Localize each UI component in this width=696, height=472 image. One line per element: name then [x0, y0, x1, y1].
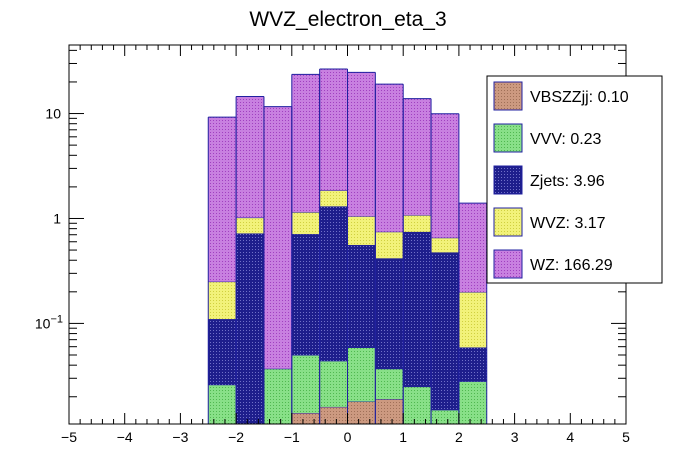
bar-vvv-5: [347, 347, 376, 402]
bar-vbszzjj-6: [375, 399, 404, 424]
legend-swatch-vbszzjj: [493, 81, 523, 111]
x-tick-label: −5: [61, 429, 77, 445]
legend-swatch-wz: [493, 249, 523, 279]
bar-wz-2: [263, 106, 292, 369]
bar-wz-5: [347, 72, 376, 217]
bars-layer: [207, 68, 488, 424]
bar-wz-8: [431, 113, 459, 238]
legend-label-wvz: WVZ: 3.17: [530, 215, 606, 232]
bar-wvz-6: [375, 231, 404, 259]
bar-wvz-0: [208, 281, 237, 320]
axes-layer: −5 −4 −3 −2 −1 0 1 2 3 4 5 10−1 1 10: [35, 45, 630, 445]
bar-vvv-2: [263, 368, 292, 424]
bar-wz-3: [291, 74, 320, 213]
y-tick-label: 1: [53, 210, 61, 226]
x-tick-label: −2: [228, 429, 244, 445]
bar-wvz-5: [347, 216, 376, 245]
legend-label-vbszzjj: VBSZZjj: 0.10: [530, 89, 629, 106]
bar-wz-4: [319, 69, 348, 191]
chart-title: WVZ_electron_eta_3: [249, 8, 446, 31]
bar-vvv-8: [431, 409, 459, 424]
bar-vbszzjj-5: [347, 401, 376, 424]
x-tick-label: 0: [344, 429, 352, 445]
x-tick-label: 2: [455, 429, 463, 445]
bar-zjets-1: [236, 233, 264, 424]
bar-vvv-4: [319, 360, 348, 407]
legend-label-zjets: Zjets: 3.96: [530, 173, 605, 190]
bar-zjets-0: [208, 319, 237, 385]
bar-wvz-4: [319, 190, 348, 207]
bar-vvv-6: [375, 368, 404, 400]
legend-swatch-wvz: [493, 207, 523, 237]
x-tick-label: 4: [566, 429, 574, 445]
bar-wvz-7: [403, 215, 432, 232]
y-tick-label: 10: [45, 106, 61, 122]
x-tick-label: −1: [284, 429, 300, 445]
bar-wz-6: [375, 84, 404, 232]
bar-vvv-7: [403, 386, 432, 424]
legend-label-wz: WZ: 166.29: [530, 257, 613, 274]
legend-swatch-zjets: [493, 165, 523, 195]
legend: VBSZZjj: 0.10 VVV: 0.23 Zjets: 3.96 WVZ: 3.…: [486, 75, 663, 284]
x-tick-label: 1: [399, 429, 407, 445]
bar-vvv-9: [458, 381, 487, 424]
bar-vbszzjj-3: [291, 413, 320, 424]
y-tick-label: 10−1: [35, 313, 63, 331]
bar-zjets-4: [319, 206, 348, 361]
bar-wz-1: [236, 96, 264, 218]
bar-wvz-3: [291, 212, 320, 235]
legend-label-vvv: VVV: 0.23: [530, 131, 602, 148]
bar-wvz-9: [458, 292, 487, 348]
bar-zjets-9: [458, 347, 487, 382]
x-tick-label: 3: [511, 429, 519, 445]
bar-vbszzjj-4: [319, 406, 348, 424]
bar-wz-7: [403, 98, 432, 216]
bar-wz-0: [208, 117, 237, 282]
legend-swatch-vvv: [493, 123, 523, 153]
bar-wvz-8: [431, 237, 459, 253]
x-tick-label: −4: [117, 429, 133, 445]
bar-wvz-1: [236, 217, 264, 234]
bar-zjets-8: [431, 252, 459, 410]
bar-zjets-3: [291, 234, 320, 355]
bar-zjets-7: [403, 231, 432, 387]
bar-wz-9: [458, 203, 487, 293]
x-tick-label: 5: [622, 429, 630, 445]
bar-zjets-6: [375, 258, 404, 369]
bar-zjets-5: [347, 244, 376, 348]
bar-vvv-3: [291, 354, 320, 414]
bar-vvv-0: [208, 384, 237, 424]
x-tick-label: −3: [172, 429, 188, 445]
